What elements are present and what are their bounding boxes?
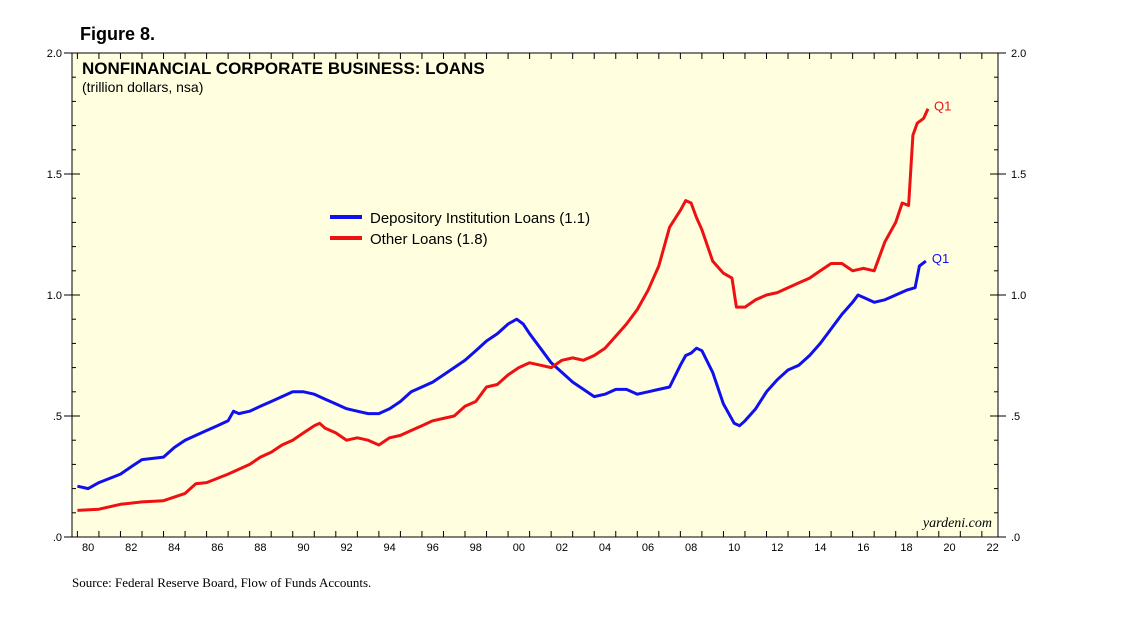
x-tick-label: 02: [556, 542, 568, 554]
figure-label: Figure 8.: [80, 24, 156, 44]
x-tick-label: 92: [340, 542, 352, 554]
y-tick-label-right: 1.5: [1011, 169, 1026, 181]
x-tick-label: 86: [211, 542, 223, 554]
x-tick-label: 82: [125, 542, 137, 554]
x-tick-label: 14: [814, 542, 826, 554]
y-tick-label-left: .5: [53, 411, 62, 423]
series-line-depository: [77, 259, 927, 491]
y-axis: .0 .0 .5 .5 1.0 1.0 1.5 1.5 2.0 2.0: [47, 48, 1027, 544]
x-tick-label: 10: [728, 542, 740, 554]
y-tick-label-right: 1.0: [1011, 290, 1026, 302]
legend-label-other: Other Loans (1.8): [370, 231, 488, 248]
y-tick-label-left: 1.5: [47, 169, 62, 181]
chart-subtitle: (trillion dollars, nsa): [82, 79, 203, 95]
y-tick-label-right: 2.0: [1011, 48, 1026, 60]
series-lines: [77, 108, 930, 512]
series-line-other: [77, 108, 930, 512]
y-tick-label-left: 2.0: [47, 48, 62, 60]
y-tick-label-left: .0: [53, 532, 62, 544]
legend-label-depository: Depository Institution Loans (1.1): [370, 210, 590, 227]
x-tick-label: 84: [168, 542, 180, 554]
y-tick-label-right: .0: [1011, 532, 1020, 544]
legend: Depository Institution Loans (1.1) Other…: [330, 210, 590, 248]
y-tick-label-right: .5: [1011, 411, 1020, 423]
x-tick-label: 22: [986, 542, 998, 554]
x-tick-label: 96: [427, 542, 439, 554]
y-tick-label-left: 1.0: [47, 290, 62, 302]
x-tick-label: 12: [771, 542, 783, 554]
x-tick-label: 94: [384, 542, 396, 554]
brand-watermark: yardeni.com: [921, 516, 992, 531]
x-tick-label: 90: [297, 542, 309, 554]
x-tick-label: 80: [82, 542, 94, 554]
x-tick-label: 06: [642, 542, 654, 554]
x-tick-label: 16: [857, 542, 869, 554]
x-tick-label: 00: [513, 542, 525, 554]
x-tick-label: 18: [900, 542, 912, 554]
x-tick-label: 20: [943, 542, 955, 554]
x-tick-label: 08: [685, 542, 697, 554]
loans-chart: .0 .0 .5 .5 1.0 1.0 1.5 1.5 2.0 2.0 80 82 84 86 88 90 9…: [47, 48, 1027, 554]
chart-title: NONFINANCIAL CORPORATE BUSINESS: LOANS: [82, 59, 485, 78]
x-tick-label: 98: [470, 542, 482, 554]
x-tick-label: 04: [599, 542, 611, 554]
end-label-other: Q1: [934, 99, 951, 114]
x-tick-label: 88: [254, 542, 266, 554]
end-label-depository: Q1: [932, 251, 949, 266]
source-note: Source: Federal Reserve Board, Flow of F…: [72, 575, 372, 590]
x-axis: 80 82 84 86 88 90 92 94 96 98 00 02 04 06 08 10 12 14 16 18…: [76, 53, 999, 554]
